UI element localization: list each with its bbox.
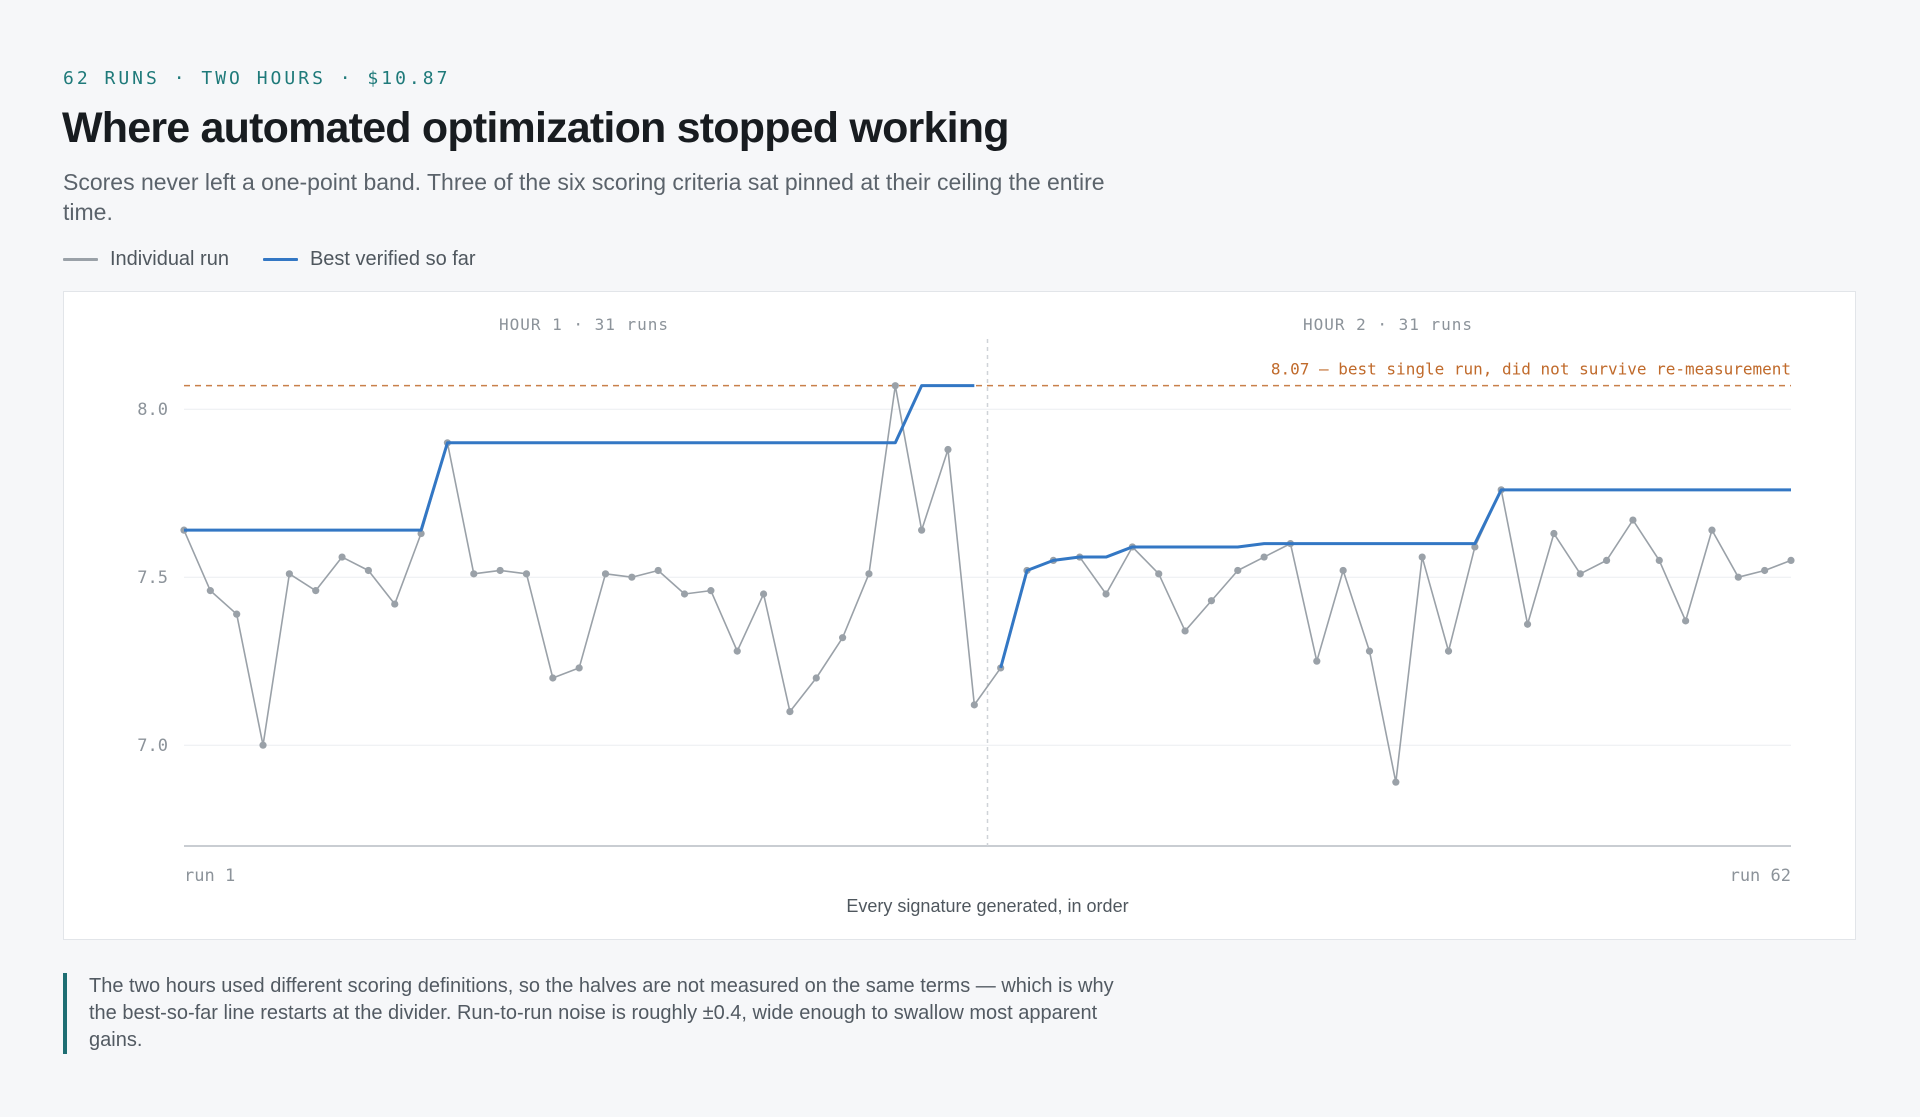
footnote: The two hours used different scoring def… [63, 973, 1139, 1054]
individual-run-point [944, 445, 952, 454]
individual-run-point [865, 570, 873, 578]
individual-run-point [1102, 590, 1110, 598]
individual-run-point [1339, 566, 1347, 575]
individual-run-point [338, 553, 346, 561]
individual-run-point [786, 708, 794, 716]
individual-run-point [1260, 553, 1268, 561]
individual-run-point [680, 590, 689, 598]
series-layer [180, 382, 1795, 786]
page-title: Where automated optimization stopped wor… [62, 104, 1009, 152]
label-layer: 7.0 7.5 8.0 HOUR 1 · 31 runs HOUR 2 · 31 run… [137, 315, 1791, 916]
individual-run-point [707, 587, 715, 595]
x-start-label: run 1 [184, 866, 235, 886]
individual-run-point [1576, 570, 1584, 578]
legend-label: Individual run [110, 248, 229, 270]
individual-run-point [496, 566, 504, 575]
y-tick-label: 8.0 [137, 400, 168, 420]
individual-run-point [918, 526, 926, 534]
individual-run-point [312, 587, 320, 595]
individual-run-line [183, 384, 1792, 783]
section-label: HOUR 1 · 31 runs [499, 315, 669, 334]
individual-run-point [1523, 620, 1532, 628]
individual-run-point [1234, 566, 1242, 575]
individual-run-point [233, 610, 241, 618]
individual-run-point [812, 674, 820, 682]
individual-run-point [1550, 529, 1558, 538]
legend-label: Best verified so far [309, 248, 476, 270]
individual-run-point [1365, 647, 1374, 655]
individual-run-point [601, 570, 610, 578]
individual-run-point [1313, 657, 1321, 665]
legend-item-individual-run: Individual run [63, 248, 229, 271]
individual-run-point [1761, 566, 1769, 575]
individual-run-point [1734, 573, 1742, 581]
eyebrow-summary: 62 RUNS · TWO HOURS · $10.87 [63, 68, 451, 89]
individual-run-point [1155, 570, 1163, 578]
individual-run-point [391, 600, 399, 608]
legend-item-best-verified: Best verified so far [262, 248, 476, 271]
individual-run-point [970, 701, 978, 709]
individual-run-point [470, 570, 478, 578]
individual-run-point [1444, 647, 1453, 655]
individual-run-point [1418, 553, 1426, 561]
individual-run-point [1602, 556, 1611, 564]
individual-run-point [759, 590, 768, 598]
individual-run-point [628, 573, 636, 581]
legend-swatch-gray [63, 258, 98, 261]
individual-run-point [522, 570, 531, 578]
grid-layer [184, 339, 1791, 847]
individual-run-point [1207, 597, 1216, 605]
y-tick-label: 7.0 [137, 736, 168, 756]
individual-run-point [1181, 627, 1189, 635]
individual-run-point [575, 664, 583, 672]
individual-run-point [1392, 778, 1400, 786]
individual-run-point [1629, 516, 1637, 524]
best-verified-line-2 [999, 488, 1791, 669]
x-end-label: run 62 [1730, 866, 1791, 886]
individual-run-point [1682, 617, 1690, 625]
page-subtitle: Scores never left a one-point band. Thre… [63, 169, 1105, 225]
individual-run-point [549, 674, 557, 682]
individual-run-point [285, 570, 293, 578]
chart-panel: 7.0 7.5 8.0 HOUR 1 · 31 runs HOUR 2 · 31 run… [63, 291, 1856, 940]
individual-run-point [259, 741, 267, 749]
individual-run-point [206, 587, 214, 595]
legend-swatch-blue [262, 258, 298, 261]
individual-run-point [1655, 556, 1663, 564]
individual-run-point [839, 634, 847, 642]
individual-run-point [891, 382, 899, 390]
individual-run-point [364, 566, 373, 575]
best-verified-line-1 [184, 384, 975, 532]
individual-run-point [1708, 526, 1716, 534]
individual-run-point [1471, 543, 1479, 551]
x-axis-title: Every signature generated, in order [846, 896, 1128, 916]
section-label: HOUR 2 · 31 runs [1303, 315, 1473, 334]
reference-line-label: 8.07 — best single run, did not survive … [1271, 360, 1791, 379]
chart-legend: Individual run Best verified so far [63, 248, 510, 271]
individual-run-point [733, 647, 741, 655]
line-chart: 7.0 7.5 8.0 HOUR 1 · 31 runs HOUR 2 · 31 run… [137, 315, 1795, 916]
individual-run-point [1787, 556, 1795, 564]
y-tick-label: 7.5 [137, 568, 168, 588]
individual-run-point [654, 566, 662, 575]
individual-run-point [417, 529, 425, 538]
